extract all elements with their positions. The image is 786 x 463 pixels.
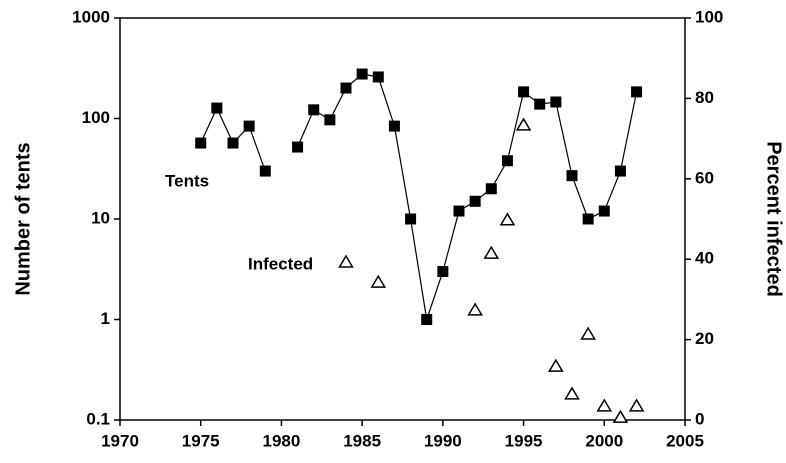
- marker: [550, 96, 562, 108]
- marker: [243, 120, 255, 132]
- x-tick-label: 1970: [101, 431, 139, 450]
- y-axis-label: Number of tents: [12, 142, 34, 295]
- x-tick-label: 1980: [263, 431, 301, 450]
- y2-tick-label: 40: [695, 249, 714, 268]
- marker: [227, 137, 239, 149]
- marker: [612, 409, 629, 423]
- marker: [421, 314, 433, 325]
- y-tick-label: 0.1: [86, 409, 110, 428]
- marker: [340, 82, 352, 94]
- marker: [356, 68, 368, 80]
- y2-tick-label: 80: [695, 88, 714, 107]
- marker: [453, 205, 465, 217]
- marker: [598, 205, 610, 217]
- annotation: Tents: [165, 171, 209, 190]
- marker: [211, 102, 223, 114]
- x-tick-label: 2000: [585, 431, 623, 450]
- y-tick-label: 100: [82, 108, 110, 127]
- x-tick-label: 2005: [666, 431, 704, 450]
- marker: [566, 170, 578, 182]
- marker: [338, 254, 354, 268]
- x-tick-label: 1990: [424, 431, 462, 450]
- marker: [437, 266, 449, 278]
- marker: [324, 114, 336, 126]
- marker: [518, 86, 530, 98]
- marker: [292, 141, 304, 153]
- y2-tick-label: 100: [695, 7, 723, 26]
- x-tick-label: 1995: [505, 431, 543, 450]
- x-tick-label: 1975: [182, 431, 220, 450]
- plot-frame: [119, 17, 686, 421]
- marker: [564, 386, 580, 400]
- marker: [596, 398, 613, 412]
- y2-tick-label: 0: [695, 409, 704, 428]
- annotation: Infected: [248, 254, 313, 273]
- y2-tick-label: 60: [695, 168, 714, 187]
- x-tick-label: 1985: [343, 431, 381, 450]
- marker: [628, 398, 645, 412]
- marker: [548, 358, 564, 372]
- marker: [259, 165, 271, 177]
- marker: [388, 120, 400, 132]
- y2-tick-label: 20: [695, 329, 714, 348]
- marker: [485, 183, 497, 195]
- marker: [483, 245, 500, 259]
- y2-axis-label: Percent infected: [763, 141, 785, 297]
- marker: [614, 165, 626, 177]
- marker: [370, 274, 387, 288]
- marker: [469, 195, 481, 207]
- marker: [534, 98, 546, 110]
- marker: [501, 155, 513, 167]
- series-line: [200, 73, 638, 320]
- marker: [372, 71, 384, 83]
- marker: [308, 104, 320, 116]
- y-tick-label: 1000: [72, 7, 110, 26]
- marker: [631, 86, 643, 98]
- marker: [515, 117, 532, 131]
- y-tick-label: 1: [101, 309, 110, 328]
- marker: [467, 302, 483, 316]
- y-tick-label: 10: [91, 208, 110, 227]
- marker: [195, 137, 207, 149]
- marker: [582, 213, 594, 225]
- marker: [499, 212, 516, 226]
- marker: [405, 213, 417, 225]
- marker: [580, 326, 596, 340]
